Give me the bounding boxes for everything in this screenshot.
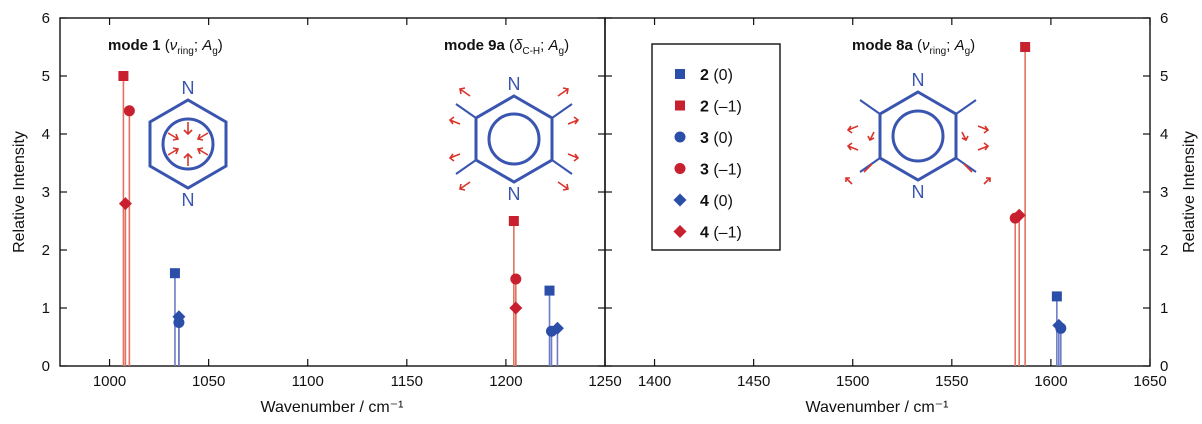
- y-tick-label-right: 3: [1160, 184, 1168, 201]
- legend-entry-label: 4 (–1): [700, 225, 742, 242]
- y-tick-label-right: 5: [1160, 68, 1168, 85]
- diamond-data-point: [1052, 318, 1066, 332]
- x-tick-label: 1500: [836, 373, 869, 390]
- square-data-point: [118, 71, 129, 81]
- pyrazine-ring: [148, 98, 228, 190]
- diamond-data-point: [118, 197, 132, 211]
- nitrogen-atom-top: N: [912, 70, 925, 90]
- x-tick-label: 1200: [489, 373, 522, 390]
- mode-8a-molecule-diagram: N N: [845, 70, 991, 202]
- left-y-axis-title: Relative Intensity: [11, 131, 28, 253]
- y-tick-label-left: 2: [42, 242, 50, 259]
- legend-diamond-marker: [673, 193, 687, 207]
- right-y-axis-title: Relative Intensity: [1181, 131, 1198, 253]
- aromatic-circle: [487, 112, 541, 166]
- mode-9a-molecule-diagram: N N: [448, 74, 580, 204]
- legend-entry-label: 2 (–1): [700, 99, 742, 116]
- mode-1-molecule-diagram: N N: [148, 78, 228, 210]
- legend-entry-label: 3 (–1): [700, 162, 742, 179]
- square-data-point: [1051, 291, 1062, 302]
- square-data-point: [1020, 42, 1031, 52]
- pyrazine-ring: [474, 94, 554, 184]
- x-tick-label: 1100: [292, 373, 324, 390]
- diamond-data-point: [1012, 208, 1026, 222]
- x-tick-label: 1000: [93, 373, 126, 390]
- y-tick-label-right: 4: [1160, 126, 1168, 143]
- x-tick-label: 1450: [737, 373, 770, 390]
- legend: 2 (0) 2 (–1) 3 (0) 3 (–1) 4 (0) 4 (–1): [651, 43, 781, 251]
- nitrogen-atom-bottom: N: [912, 182, 925, 202]
- right-x-axis-title: Wavenumber / cm⁻¹: [806, 399, 949, 416]
- nitrogen-atom-bottom: N: [182, 190, 195, 210]
- y-tick-label-right: 0: [1160, 358, 1168, 375]
- circle-data-point: [123, 105, 135, 117]
- y-tick-label-left: 5: [42, 68, 50, 85]
- x-tick-label: 1050: [192, 373, 225, 390]
- mode-1-label: mode 1 (νring; Ag): [108, 37, 223, 57]
- legend-diamond-marker: [673, 225, 687, 238]
- legend-circle-marker: [674, 131, 686, 143]
- x-tick-label: 1150: [391, 373, 423, 390]
- square-data-point: [169, 268, 180, 279]
- y-tick-label-left: 3: [42, 184, 50, 201]
- substituent-bonds: [455, 103, 573, 175]
- y-tick-label-left: 4: [42, 126, 50, 143]
- y-tick-label-right: 1: [1160, 300, 1168, 317]
- left-plot-frame: [59, 17, 606, 367]
- circle-data-point: [510, 273, 522, 285]
- aromatic-circle: [161, 117, 215, 171]
- inward-displacement-arrows: [167, 122, 209, 166]
- x-tick-label: 1400: [638, 373, 671, 390]
- square-data-point: [508, 216, 519, 226]
- x-tick-label: 1600: [1034, 373, 1067, 390]
- y-tick-label-left: 6: [42, 10, 50, 27]
- pyrazine-ring: [878, 90, 958, 182]
- left-x-axis-title: Wavenumber / cm⁻¹: [261, 399, 404, 416]
- displacement-arrows: [448, 87, 580, 191]
- y-tick-label-right: 2: [1160, 242, 1168, 259]
- aromatic-circle: [891, 109, 945, 163]
- displacement-arrows: [845, 125, 991, 185]
- y-tick-label-left: 0: [42, 358, 50, 375]
- diamond-data-point: [550, 321, 564, 335]
- legend-entry-label: 4 (0): [700, 193, 733, 210]
- y-tick-label-right: 6: [1160, 10, 1168, 27]
- legend-square-marker: [675, 100, 685, 111]
- diamond-data-point: [509, 301, 523, 315]
- mode-9a-label: mode 9a (δC-H; Ag): [444, 37, 569, 57]
- legend-entry-label: 2 (0): [700, 67, 733, 84]
- x-tick-label: 1250: [588, 373, 621, 390]
- legend-frame: [651, 43, 781, 251]
- y-tick-label-left: 1: [42, 300, 50, 317]
- x-tick-label: 1550: [935, 373, 968, 390]
- diamond-data-point: [172, 310, 186, 324]
- mode-8a-label: mode 8a (νring; Ag): [852, 37, 975, 57]
- legend-entry-label: 3 (0): [700, 130, 733, 147]
- x-tick-label: 1650: [1133, 373, 1166, 390]
- legend-circle-marker: [674, 163, 686, 174]
- data-markers: [118, 42, 1067, 337]
- nitrogen-atom-bottom: N: [508, 184, 521, 204]
- legend-square-marker: [675, 69, 685, 79]
- nitrogen-atom-top: N: [182, 78, 195, 98]
- nitrogen-atom-top: N: [508, 74, 521, 94]
- square-data-point: [544, 285, 555, 296]
